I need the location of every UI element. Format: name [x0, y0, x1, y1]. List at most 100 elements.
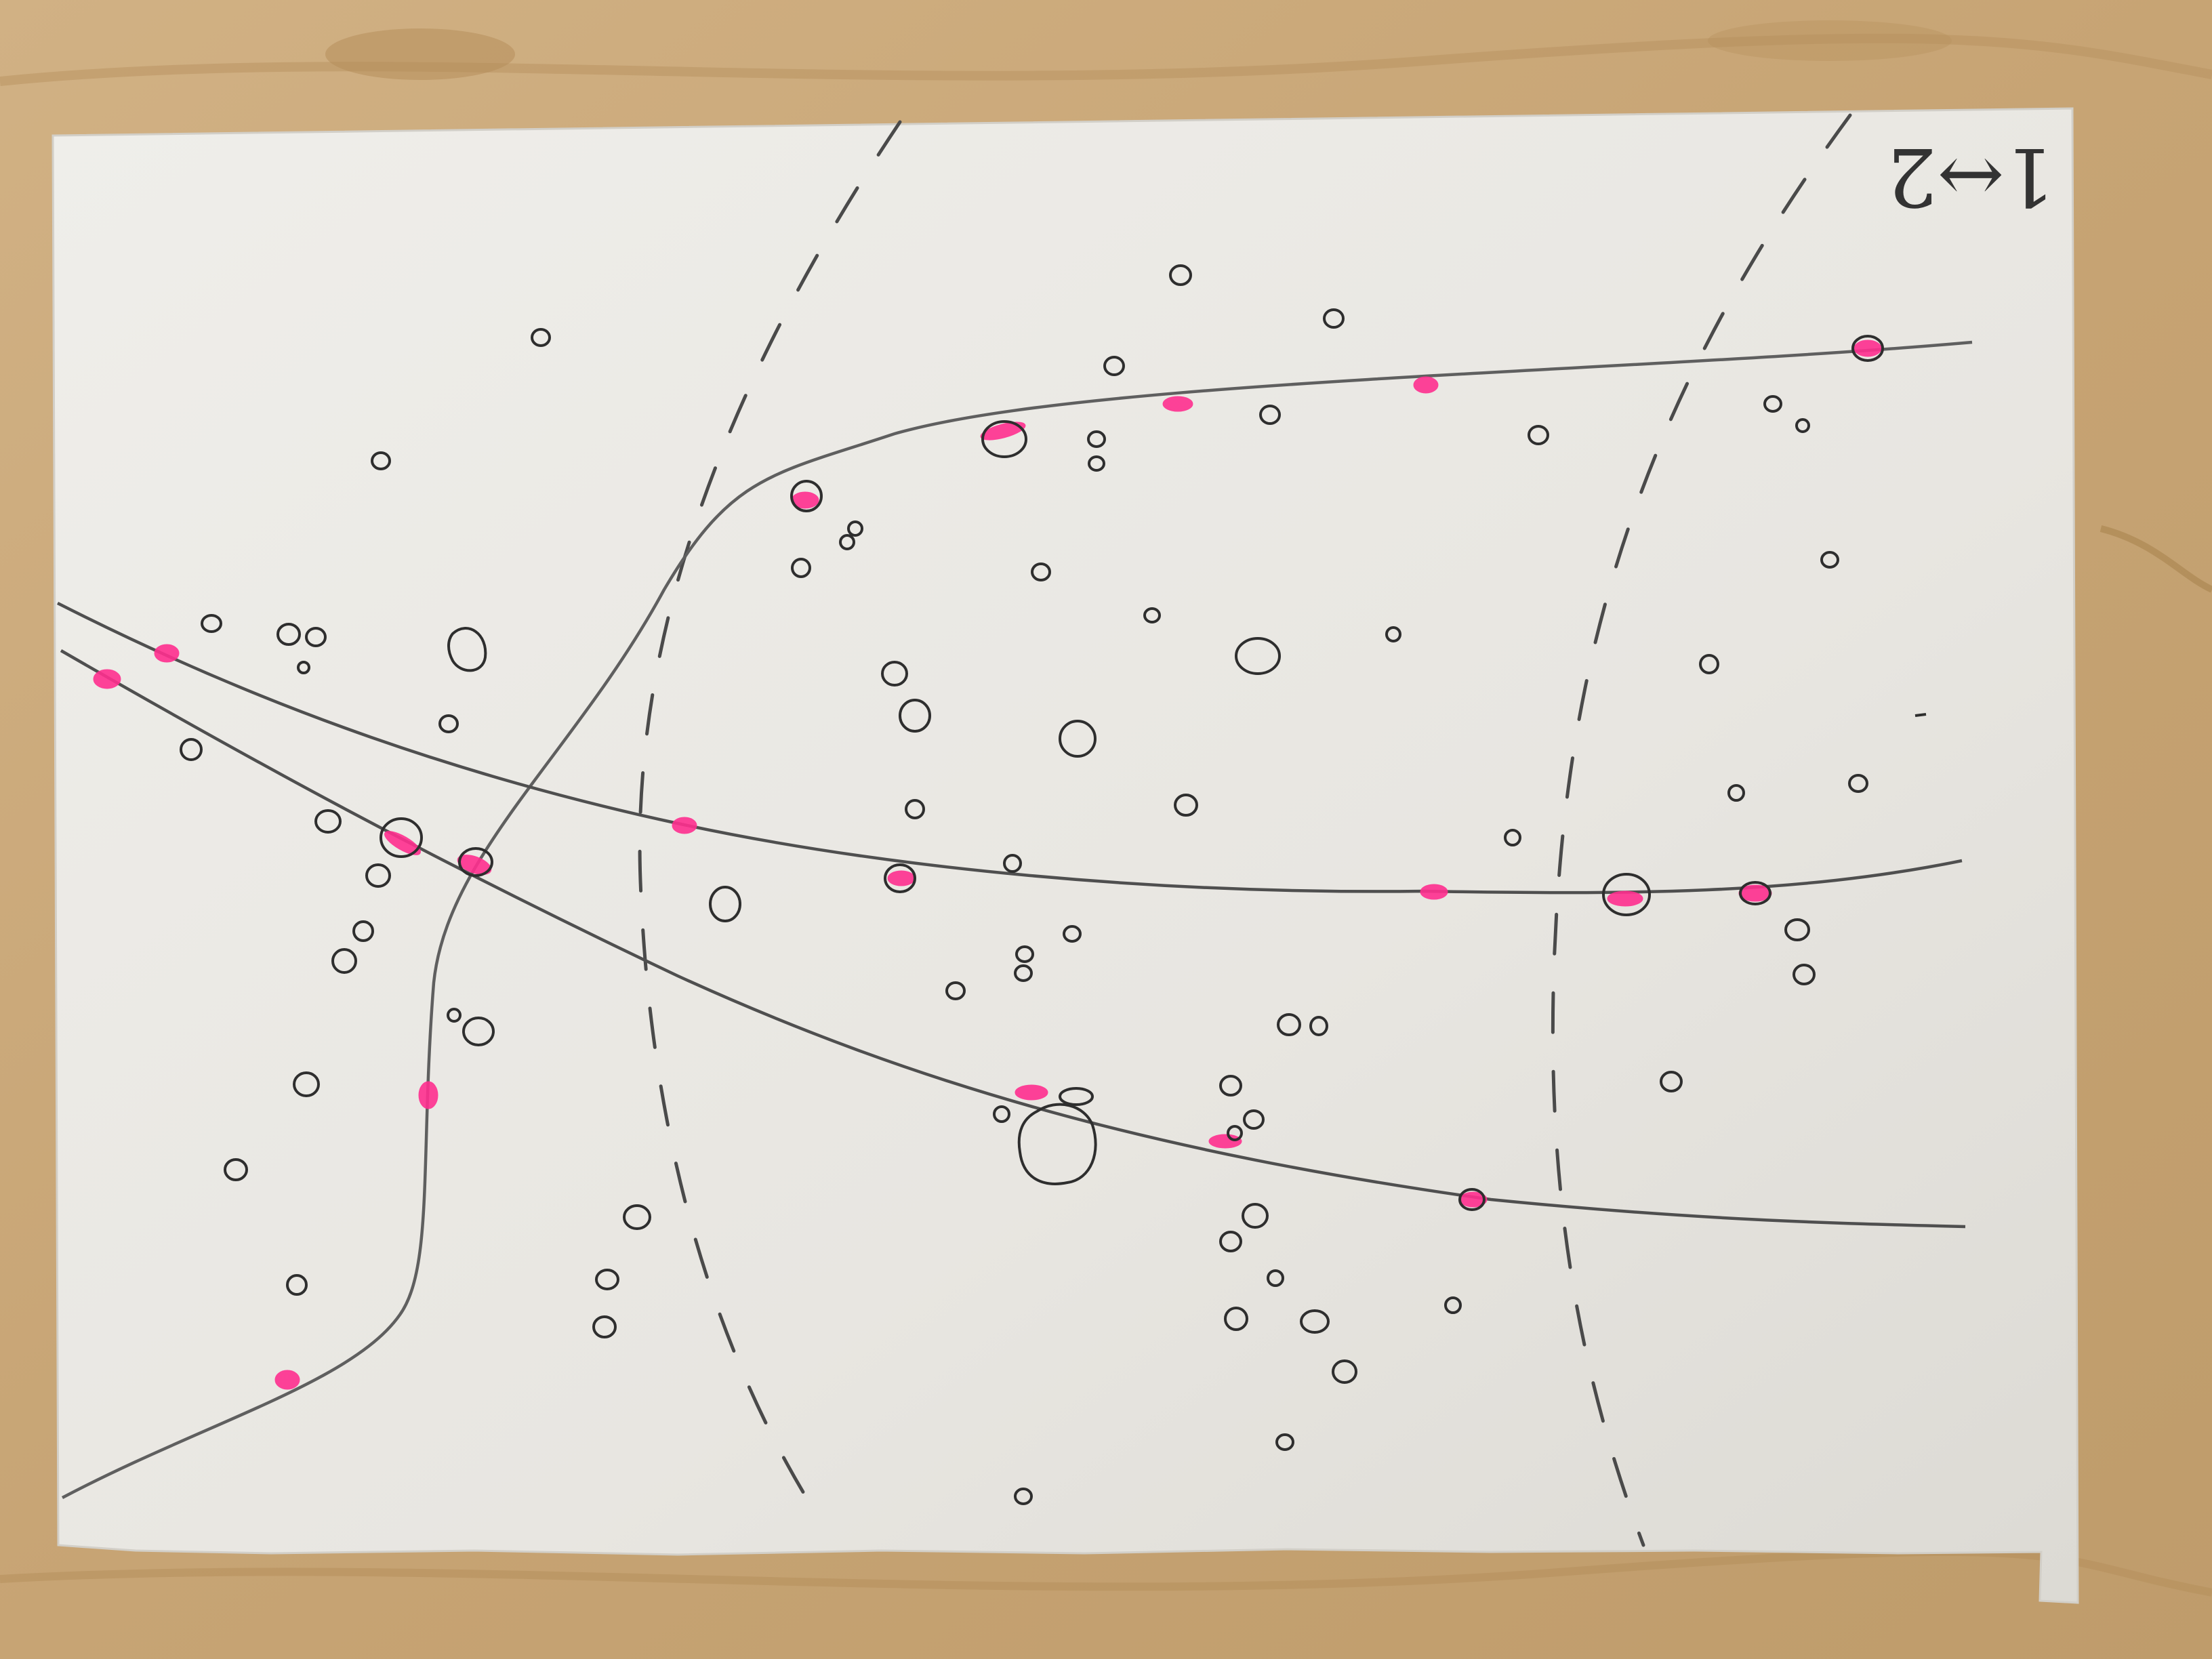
highlight-mark: [1607, 890, 1643, 907]
pebble: [791, 558, 811, 578]
pebble: [1219, 1075, 1242, 1097]
pebble: [945, 981, 966, 1000]
highlight-mark: [672, 817, 697, 834]
highlight-mark: [1420, 884, 1448, 900]
pebble: [1227, 1125, 1243, 1141]
pebble: [314, 809, 342, 834]
pebble: [1088, 455, 1105, 472]
pebble: [1323, 308, 1345, 329]
highlight-mark: [93, 669, 121, 689]
pebble: [623, 1204, 651, 1230]
pebble: [180, 738, 203, 761]
pebble: [1267, 1269, 1284, 1287]
pencil-curve-top: [61, 340, 1973, 1499]
pebble: [531, 328, 551, 347]
pencil-curve-middle: [56, 601, 1963, 895]
highlight-marks: [93, 340, 1882, 1390]
pebble: [1103, 356, 1125, 376]
annotation-text: 1↔2: [1886, 130, 2055, 224]
highlight-mark: [1162, 396, 1193, 412]
pebble: [1385, 626, 1401, 642]
pebble: [1014, 964, 1033, 982]
paper-sheet: [52, 107, 2079, 1604]
pebble: [592, 1315, 617, 1338]
pebble: [1031, 562, 1051, 581]
pebble: [1235, 637, 1281, 675]
pebble: [1660, 1071, 1683, 1092]
pebble: [1277, 1013, 1301, 1036]
pebble: [1793, 964, 1816, 985]
pebble: [1242, 1203, 1269, 1229]
pebble: [352, 920, 374, 942]
pebble: [1059, 720, 1097, 758]
highlight-mark: [154, 644, 180, 663]
pebble: [595, 1269, 619, 1290]
pebble: [1914, 713, 1927, 717]
pebble: [286, 1274, 308, 1296]
pebble: [331, 948, 357, 974]
pebble: [1795, 418, 1810, 433]
pebble: [1275, 1433, 1294, 1451]
pebble: [1848, 774, 1868, 793]
highlight-mark: [887, 870, 916, 886]
pebble: [1224, 1307, 1248, 1331]
pebble: [1087, 430, 1106, 448]
pebble: [1259, 405, 1281, 425]
pebble: [1174, 794, 1198, 817]
pebble: [1015, 945, 1034, 963]
pebble: [1059, 1087, 1094, 1106]
pebble: [276, 623, 301, 646]
pebble: [293, 1071, 320, 1097]
highlight-mark: [418, 1081, 438, 1109]
pebble: [993, 1105, 1010, 1123]
pebble: [1219, 1231, 1242, 1252]
dashed-boundary-right: [1551, 113, 1852, 1547]
pebble: [905, 799, 925, 819]
pebble: [847, 520, 863, 537]
pebble: [1699, 654, 1719, 674]
highlight-mark: [980, 422, 1026, 441]
pencil-curve-bottom: [60, 649, 1966, 1229]
highlight-mark: [274, 1370, 300, 1390]
pebble: [1820, 551, 1839, 569]
pebble: [1458, 1188, 1486, 1211]
highlight-mark: [1853, 340, 1882, 357]
pebble: [1003, 854, 1022, 873]
pebble: [458, 847, 493, 877]
pebble: [1739, 881, 1771, 905]
pebble: [881, 661, 908, 687]
pebble: [438, 714, 459, 733]
pebble: [1017, 1103, 1097, 1185]
pebble: [371, 451, 391, 470]
dashed-boundary-left: [638, 120, 902, 1500]
pebble: [884, 863, 916, 893]
pebble: [1332, 1359, 1357, 1384]
pebble: [201, 614, 222, 633]
pebble: [790, 480, 823, 512]
pebble: [1528, 425, 1549, 445]
pebble: [839, 534, 855, 550]
pebble: [1602, 873, 1651, 916]
highlight-mark: [1208, 1134, 1242, 1149]
handwritten-annotation: 1↔2: [1886, 130, 2055, 224]
pebble: [1309, 1016, 1328, 1036]
pebble: [305, 627, 327, 647]
pebble: [1169, 264, 1192, 286]
pebble: [1504, 829, 1521, 846]
pebble: [380, 817, 423, 858]
pebble: [1243, 1109, 1265, 1130]
pebble: [1014, 1488, 1033, 1505]
pebble: [1444, 1296, 1462, 1314]
pebble: [462, 1017, 495, 1046]
pebble: [709, 886, 741, 922]
pebble: [365, 863, 391, 888]
highlight-mark: [1015, 1084, 1048, 1101]
pebble: [297, 661, 310, 674]
pebble: [1063, 925, 1082, 943]
pebble: [1784, 918, 1810, 941]
pebble: [1851, 335, 1884, 362]
pebble: [1763, 395, 1782, 413]
pebble: [1300, 1309, 1330, 1334]
pebble: [981, 420, 1027, 458]
